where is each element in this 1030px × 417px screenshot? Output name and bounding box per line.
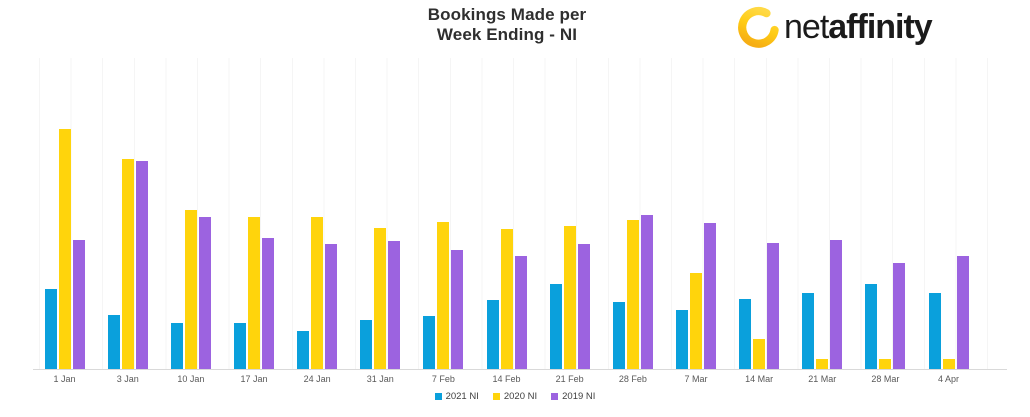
x-axis-label: 3 Jan xyxy=(116,374,139,384)
bar-2020-ni xyxy=(121,159,134,369)
bar-2021-ni xyxy=(44,289,57,369)
x-axis-label: 14 Feb xyxy=(492,374,521,384)
bar-2020-ni xyxy=(500,229,513,369)
bar-2019-ni xyxy=(577,244,590,369)
bar-2019-ni xyxy=(261,238,274,369)
bar-2021-ni xyxy=(170,323,183,369)
bar-2021-ni xyxy=(486,300,499,369)
bar-2020-ni xyxy=(437,222,450,369)
x-axis-label: 24 Jan xyxy=(303,374,331,384)
bar-2021-ni xyxy=(612,302,625,369)
bar-2019-ni xyxy=(893,263,906,369)
logo-text: netaffinity xyxy=(784,5,933,49)
bar-2021-ni xyxy=(297,331,310,369)
bar-chart xyxy=(33,58,980,369)
bar-2020-ni xyxy=(311,217,324,369)
bar-group-21-mar xyxy=(791,58,854,369)
bar-2020-ni xyxy=(58,129,71,369)
bar-2020-ni xyxy=(626,220,639,369)
bar-2019-ni xyxy=(72,240,85,369)
legend-label: 2019 NI xyxy=(562,391,596,402)
legend-item-2019-ni: 2019 NI xyxy=(551,391,595,402)
bar-2020-ni xyxy=(184,210,197,369)
bar-2020-ni xyxy=(563,226,576,369)
legend-label: 2020 NI xyxy=(503,391,538,402)
bar-group-24-jan xyxy=(286,58,349,369)
plot-area xyxy=(33,58,1007,370)
x-axis-label: 7 Feb xyxy=(431,374,455,384)
bar-group-28-feb xyxy=(601,58,664,369)
bar-group-3-jan xyxy=(96,58,159,369)
x-axis-label: 4 Apr xyxy=(938,374,960,384)
x-axis-label: 1 Jan xyxy=(53,374,76,384)
legend: 2021 NI 2020 NI 2019 NI xyxy=(0,391,1030,402)
netaffinity-swirl-icon xyxy=(738,7,779,48)
bar-group-7-feb xyxy=(412,58,475,369)
bar-2021-ni xyxy=(107,315,120,369)
bar-2019-ni xyxy=(198,217,211,369)
x-axis-label: 10 Jan xyxy=(177,374,205,384)
netaffinity-logo[interactable]: netaffinity xyxy=(737,5,933,49)
bar-2021-ni xyxy=(549,284,562,369)
bar-group-28-mar xyxy=(854,58,917,369)
bar-2020-ni xyxy=(942,359,955,369)
logo-text-net: net xyxy=(784,8,829,46)
bar-2019-ni xyxy=(830,240,843,369)
x-axis-label: 21 Feb xyxy=(555,374,584,384)
chart-title: Bookings Made per Week Ending - NI xyxy=(0,5,1014,45)
bar-2019-ni xyxy=(956,256,969,369)
legend-swatch-icon xyxy=(434,393,442,400)
legend-label: 2021 NI xyxy=(445,391,479,402)
bar-group-14-feb xyxy=(475,58,538,369)
bar-2019-ni xyxy=(514,256,527,369)
bar-group-1-jan xyxy=(33,58,96,369)
bar-2019-ni xyxy=(451,250,464,369)
bar-2020-ni xyxy=(689,273,702,369)
x-axis: 1 Jan 3 Jan 10 Jan 17 Jan 24 Jan 31 Jan 7 Feb 1… xyxy=(33,374,980,384)
x-axis-label: 21 Mar xyxy=(808,374,837,384)
bar-2020-ni xyxy=(753,339,766,369)
x-axis-label: 17 Jan xyxy=(240,374,268,384)
bar-2021-ni xyxy=(233,323,246,369)
bar-2021-ni xyxy=(360,320,373,369)
x-axis-label: 14 Mar xyxy=(745,374,774,384)
bar-group-10-jan xyxy=(159,58,222,369)
legend-swatch-icon xyxy=(551,393,559,400)
x-axis-label: 31 Jan xyxy=(366,374,394,384)
legend-item-2021-ni: 2021 NI xyxy=(434,391,479,402)
legend-item-2020-ni: 2020 NI xyxy=(492,391,538,402)
bar-group-7-mar xyxy=(664,58,727,369)
bar-group-14-mar xyxy=(728,58,791,369)
bar-2021-ni xyxy=(928,293,941,369)
bar-2019-ni xyxy=(325,244,338,369)
bar-2021-ni xyxy=(865,284,878,369)
bar-2019-ni xyxy=(703,223,716,369)
chart-title-line1: Bookings Made per xyxy=(427,5,587,24)
bar-2019-ni xyxy=(135,161,148,369)
x-axis-label: 7 Mar xyxy=(684,374,708,384)
chart-title-line2: Week Ending - NI xyxy=(436,25,578,44)
bar-2021-ni xyxy=(675,310,688,369)
bar-group-21-feb xyxy=(538,58,601,369)
bar-group-31-jan xyxy=(349,58,412,369)
x-axis-label: 28 Mar xyxy=(871,374,900,384)
bar-2019-ni xyxy=(640,215,653,369)
bar-2019-ni xyxy=(767,243,780,369)
bar-group-4-apr xyxy=(917,58,980,369)
bar-2020-ni xyxy=(816,359,829,369)
logo-text-affinity: affinity xyxy=(828,8,932,46)
bar-2020-ni xyxy=(247,217,260,369)
legend-swatch-icon xyxy=(492,393,500,400)
x-axis-label: 28 Feb xyxy=(618,374,647,384)
bar-2021-ni xyxy=(739,299,752,369)
bar-2020-ni xyxy=(879,359,892,369)
bar-group-17-jan xyxy=(222,58,285,369)
bar-2021-ni xyxy=(423,316,436,369)
bar-2019-ni xyxy=(388,241,401,369)
bar-2021-ni xyxy=(802,293,815,369)
bar-2020-ni xyxy=(374,228,387,369)
